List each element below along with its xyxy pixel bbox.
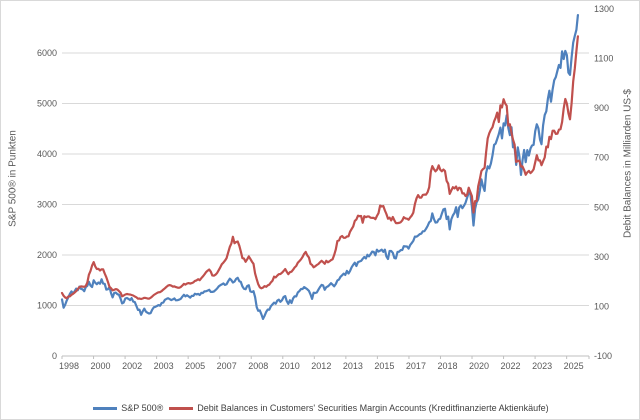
svg-text:4000: 4000: [37, 149, 57, 159]
svg-text:1300: 1300: [594, 4, 614, 14]
svg-text:2015: 2015: [374, 361, 394, 371]
svg-text:3000: 3000: [37, 200, 57, 210]
svg-text:2022: 2022: [501, 361, 521, 371]
svg-text:2002: 2002: [122, 361, 142, 371]
legend-label-debit-balances: Debit Balances in Customers' Securities …: [197, 403, 549, 413]
legend-label-sp500: S&P 500®: [121, 403, 164, 413]
svg-text:2025: 2025: [564, 361, 584, 371]
svg-text:700: 700: [594, 153, 609, 163]
legend: S&P 500® Debit Balances in Customers' Se…: [1, 399, 639, 417]
svg-text:2017: 2017: [406, 361, 426, 371]
svg-text:1100: 1100: [594, 54, 613, 64]
svg-text:2007: 2007: [217, 361, 237, 371]
svg-text:300: 300: [594, 252, 609, 262]
svg-text:-100: -100: [594, 351, 612, 361]
svg-text:500: 500: [594, 202, 609, 212]
svg-text:2010: 2010: [280, 361, 300, 371]
svg-text:5000: 5000: [37, 99, 57, 109]
sp500-line-swatch: [93, 406, 118, 410]
svg-text:2000: 2000: [37, 250, 57, 260]
right-axis-title: Debit Balances in Milliarden US-$: [622, 89, 634, 238]
svg-text:2020: 2020: [469, 361, 489, 371]
left-axis-title: S&P 500® in Punkten: [7, 130, 19, 227]
svg-text:2018: 2018: [437, 361, 457, 371]
legend-item-sp500: S&P 500®: [93, 403, 163, 413]
svg-text:2023: 2023: [532, 361, 552, 371]
svg-text:2005: 2005: [185, 361, 205, 371]
svg-text:2003: 2003: [154, 361, 174, 371]
svg-text:100: 100: [594, 301, 609, 311]
svg-text:0: 0: [52, 351, 57, 361]
debit-balances-line-swatch: [169, 406, 194, 410]
svg-text:2013: 2013: [343, 361, 363, 371]
svg-text:2000: 2000: [91, 361, 111, 371]
svg-text:2008: 2008: [248, 361, 268, 371]
svg-text:6000: 6000: [37, 48, 57, 58]
svg-text:1000: 1000: [37, 301, 57, 311]
svg-text:900: 900: [594, 103, 609, 113]
svg-text:1998: 1998: [59, 361, 79, 371]
legend-item-debit-balances: Debit Balances in Customers' Securities …: [169, 403, 549, 413]
svg-text:2012: 2012: [311, 361, 331, 371]
